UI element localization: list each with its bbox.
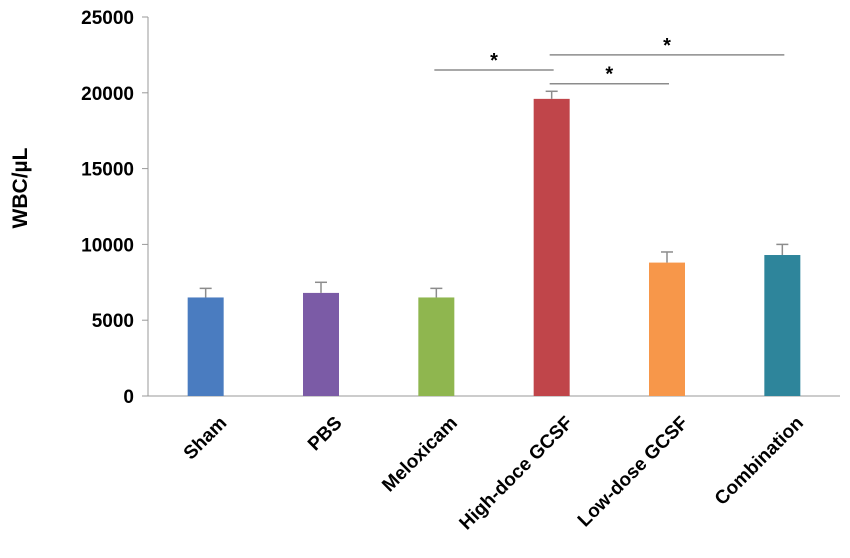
bar [764, 255, 800, 396]
category-label: Low-dose GCSF [574, 413, 693, 532]
error-bars [200, 91, 789, 297]
wbc-bar-chart: 0 5000 10000 15000 20000 25000 * * * Sham PBS Mel… [0, 0, 850, 558]
category-label: High-doce GCSF [456, 413, 578, 535]
y-axis-label: WBC/µL [9, 147, 32, 228]
y-tick-label: 10000 [81, 235, 134, 256]
y-axis: 0 5000 10000 15000 20000 25000 [81, 8, 148, 408]
bar [303, 293, 339, 396]
bars [188, 99, 801, 396]
category-label: Sham [180, 413, 231, 464]
bar [188, 297, 224, 396]
y-tick-label: 25000 [81, 8, 134, 29]
y-tick-label: 20000 [81, 84, 134, 105]
y-tick-label: 5000 [92, 311, 134, 332]
y-tick-label: 0 [123, 387, 134, 408]
significance-star: * [605, 64, 613, 86]
significance-star: * [663, 35, 671, 57]
category-label: PBS [304, 413, 346, 455]
bar [649, 263, 685, 396]
bar [534, 99, 570, 396]
category-label: Meloxicam [378, 413, 462, 497]
significance-star: * [490, 50, 498, 72]
category-label: Combination [711, 413, 808, 510]
bar [418, 297, 454, 396]
significance-brackets: * * * [434, 35, 784, 86]
y-tick-label: 15000 [81, 160, 134, 181]
